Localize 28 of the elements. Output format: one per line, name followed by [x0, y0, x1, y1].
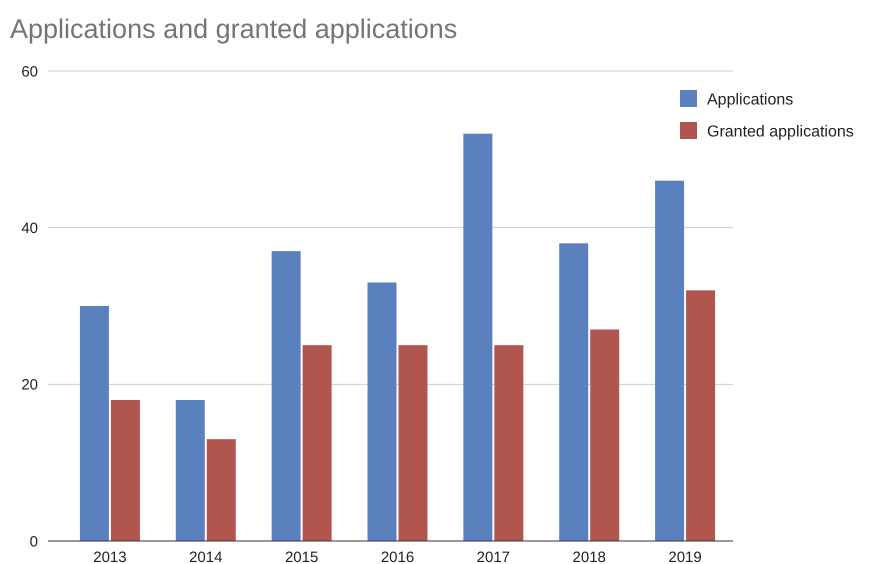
y-tick-label: 0 — [30, 533, 38, 550]
y-tick-label: 40 — [21, 220, 38, 237]
bar — [655, 180, 684, 541]
x-tick-label: 2016 — [380, 549, 414, 564]
x-tick-label: 2015 — [284, 549, 318, 564]
x-tick-label: 2017 — [476, 549, 510, 564]
bar — [590, 330, 620, 541]
x-tick-label: 2013 — [93, 549, 127, 564]
chart-title: Applications and granted applications — [10, 14, 458, 44]
y-tick-label: 60 — [21, 63, 38, 80]
y-tick-label: 20 — [21, 376, 38, 394]
x-tick-label: 2018 — [572, 549, 606, 564]
bar — [206, 439, 236, 541]
x-tick-label: 2014 — [189, 549, 222, 564]
bar — [494, 345, 524, 541]
bar — [272, 251, 301, 541]
bar — [463, 134, 492, 541]
legend-label: Granted applications — [707, 124, 854, 141]
bar — [80, 306, 109, 541]
bar — [559, 243, 588, 541]
bar — [368, 282, 396, 541]
bar — [176, 400, 205, 541]
bar — [302, 345, 332, 541]
bar — [398, 345, 428, 541]
bar — [110, 400, 140, 541]
legend-label: Applications — [707, 92, 794, 109]
bar — [686, 290, 716, 541]
x-tick-label: 2019 — [668, 549, 702, 564]
